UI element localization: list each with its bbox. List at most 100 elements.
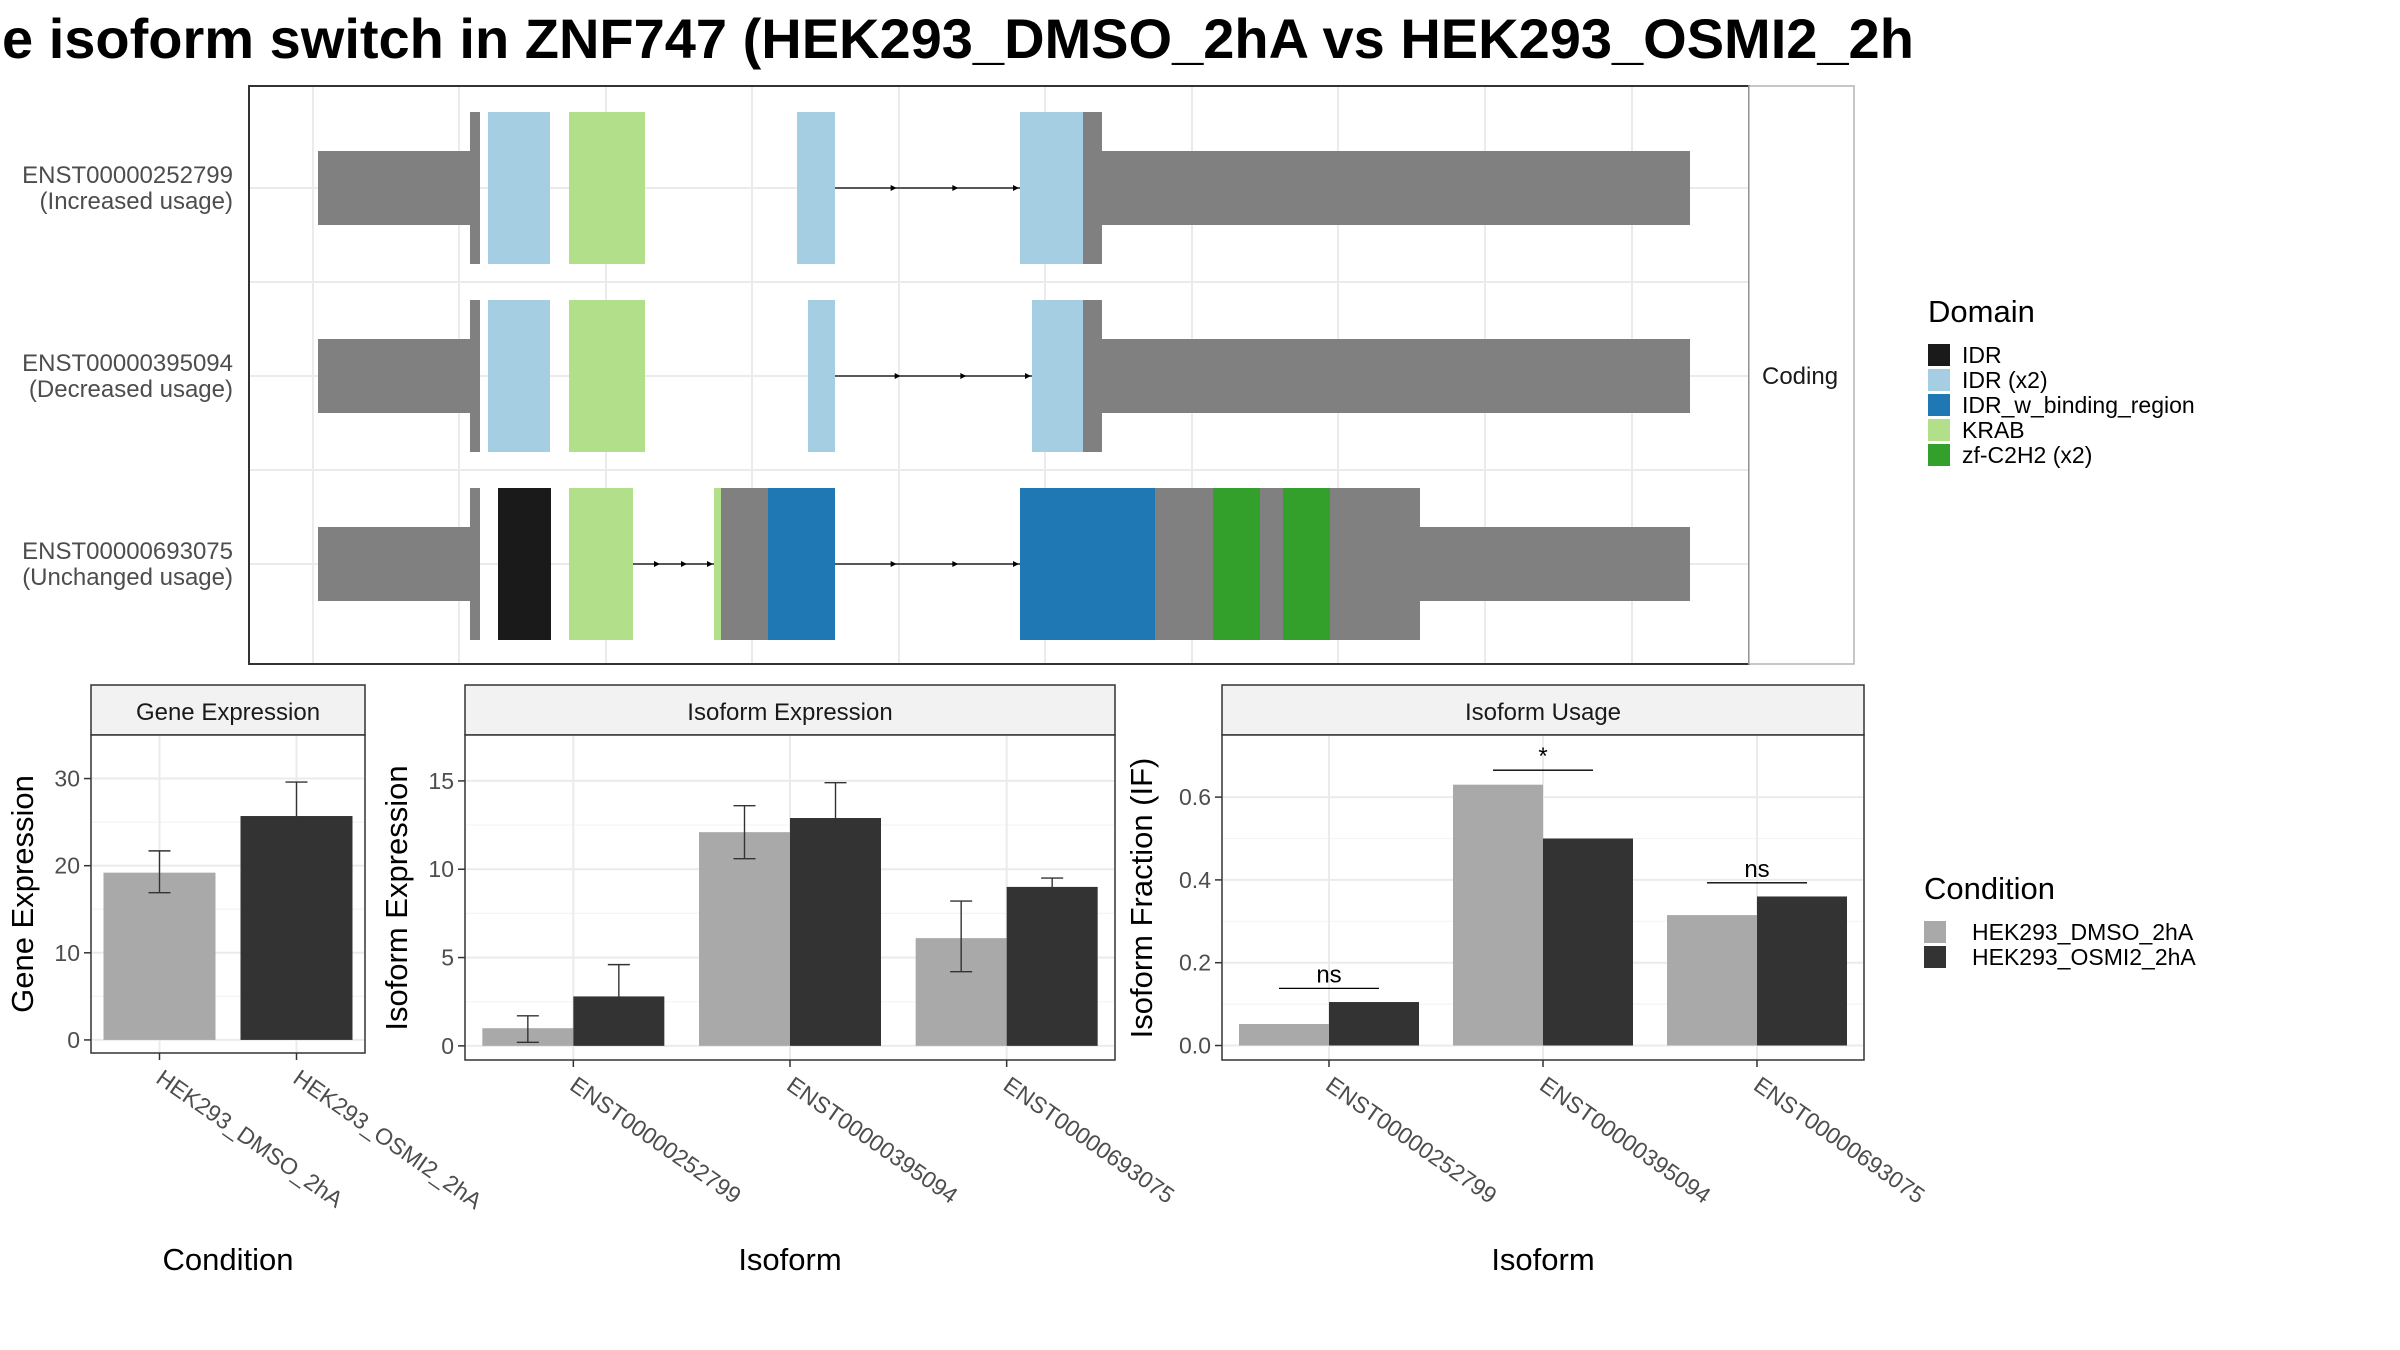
structure-intron-lines [633,185,1032,567]
utr-exon-r2-1 [318,339,470,413]
intron-arrow-r1-1-1 [890,185,897,191]
isoform-usage-y-ticks: 0.0 0.2 0.4 0.6 [1179,784,1222,1059]
condition-legend-title: Condition [1924,871,2055,906]
isoform-expression-panel: Isoform Expression 0 5 10 15 ENST0000025279… [379,684,1179,1277]
gene-expression-y-ticks: 0 10 20 30 [54,766,91,1053]
isoform-expression-x-ticks: ENST00000252799 ENST00000395094 ENST000006… [566,1060,1179,1209]
gene-expression-bar-hek293_dmso_2ha-s1 [103,872,216,1040]
figure-title: e isoform switch in ZNF747 (HEK293_DMSO_… [2,7,1914,70]
isoform-usage-bar-enst00000693075-s1 [1667,915,1757,1046]
isoform-label-2-usage: (Decreased usage) [29,376,233,403]
isoform-expression-bars [482,781,1098,1046]
isoform-usage-x-ticks: ENST00000252799 ENST00000395094 ENST000006… [1321,1060,1930,1209]
cds-exon-r1-1 [470,112,480,264]
legend-label-zf-c2h2: zf-C2H2 (x2) [1962,442,2092,468]
legend-label-dmso: HEK293_DMSO_2hA [1972,919,2194,945]
isoform-expression-ytick-label-3: 10 [428,856,454,882]
legend-swatch-zf-c2h2 [1928,444,1950,466]
gene-expression-ytick-label-3: 20 [54,853,80,879]
intron-arrow-r3-2-3 [1013,561,1019,567]
isoform-label-1-id: ENST00000252799 [22,162,233,189]
isoform-label-2-id: ENST00000395094 [22,350,233,377]
isoform-usage-xtick-label-3: ENST00000693075 [1749,1071,1929,1208]
gene-expression-ytick-label-2: 10 [54,940,80,966]
domain-idr-x2--r1-1 [488,112,550,264]
isoform-label-1-usage: (Increased usage) [40,188,233,215]
intron-arrow-r2-1-2 [960,373,967,379]
significance-label-1: ns [1316,961,1341,988]
intron-arrow-r1-1-2 [952,185,959,191]
isoform-expression-strip-title: Isoform Expression [687,699,892,726]
legend-label-idr-binding: IDR_w_binding_region [1962,392,2195,418]
legend-label-osmi2: HEK293_OSMI2_2hA [1972,944,2196,970]
transcript-structure-panel: Coding ENST00000252799 (Increased usage)… [22,85,1855,665]
isoform-usage-bar-enst00000252799-s2 [1329,1002,1419,1046]
isoform-usage-bar-enst00000252799-s1 [1239,1023,1329,1046]
isoform-expression-xtick-label-2: ENST00000395094 [782,1071,963,1208]
isoform-expression-bar-enst00000395094-s2 [790,818,881,1046]
isoform-usage-y-axis-title: Isoform Fraction (IF) [1124,758,1159,1039]
isoform-usage-strip-title: Isoform Usage [1465,699,1621,726]
gene-expression-ytick-label-1: 0 [67,1027,80,1053]
isoform-expression-ytick-label-1: 0 [441,1033,454,1059]
isoform-usage-strip [1221,684,1865,736]
isoform-usage-panel: Isoform Usage 0.0 0.2 0.4 0.6 ENST000002527… [1124,684,1930,1277]
intron-arrow-r3-2-2 [952,561,959,567]
domain-idr-w-binding-region-r3-4 [768,488,835,640]
isoform-label-3-usage: (Unchanged usage) [22,564,233,591]
gene-expression-y-axis-title: Gene Expression [5,775,40,1013]
legend-label-idr-x2: IDR (x2) [1962,367,2048,393]
structure-exons-domains [318,112,1690,640]
significance-label-3: ns [1744,856,1769,883]
gene-expression-ytick-label-4: 30 [54,766,80,792]
isoform-usage-bars [1239,784,1847,1046]
isoform-expression-y-axis-title: Isoform Expression [379,765,414,1030]
legend-label-krab: KRAB [1962,417,2025,443]
domain-legend: Domain IDR IDR (x2) IDR_w_binding_region… [1928,294,2195,468]
isoform-usage-ytick-label-1: 0.0 [1179,1033,1211,1059]
intron-arrow-r2-1-1 [894,373,901,379]
legend-swatch-idr [1928,344,1950,366]
intron-arrow-r3-1-3 [707,561,713,567]
gene-expression-x-axis-title: Condition [163,1242,294,1277]
isoform-expression-ytick-label-2: 5 [441,945,454,971]
facet-label-coding: Coding [1762,363,1838,390]
isoform-label-3-id: ENST00000693075 [22,538,233,565]
domain-idr-w-binding-region-r3-5 [1020,488,1155,640]
intron-arrow-r3-2-1 [890,561,897,567]
isoform-expression-bar-enst00000693075-s2 [1006,886,1098,1046]
utr-exon-r3-2 [1420,527,1690,601]
gene-expression-panel: Gene Expression 0 10 20 30 HEK293_DMSO_2hAH… [5,684,487,1277]
domain-idr-x2--r2-3 [808,300,835,452]
isoform-usage-bar-enst00000693075-s2 [1757,896,1847,1046]
legend-label-idr: IDR [1962,342,2002,368]
facet-strip [1748,85,1855,665]
condition-legend: Condition HEK293_DMSO_2hA HEK293_OSMI2_2… [1924,871,2196,970]
isoform-usage-xtick-label-1: ENST00000252799 [1321,1071,1501,1208]
domain-krab-r1-2 [569,112,645,264]
gene-expression-bar-hek293_osmi2_2ha-s1 [240,816,353,1040]
domain-krab-r3-3 [714,488,721,640]
intron-arrow-r2-1-3 [1025,373,1031,379]
utr-exon-r1-1 [318,151,470,225]
isoform-usage-ytick-label-3: 0.4 [1179,867,1211,893]
domain-idr-r3-1 [498,488,551,640]
isoform-usage-bar-enst00000395094-s2 [1543,838,1633,1046]
domain-idr-x2--r2-4 [1032,300,1083,452]
legend-swatch-krab [1928,419,1950,441]
intron-arrow-r3-1-1 [654,561,660,567]
utr-exon-r1-2 [1102,151,1690,225]
utr-exon-r2-2 [1102,339,1690,413]
utr-exon-r3-1 [318,527,470,601]
domain-krab-r3-2 [569,488,633,640]
isoform-usage-ytick-label-4: 0.6 [1179,784,1211,810]
significance-label-2: * [1538,743,1547,770]
domain-idr-x2--r1-3 [797,112,835,264]
isoform-expression-y-ticks: 0 5 10 15 [428,768,465,1059]
isoform-expression-xtick-label-3: ENST00000693075 [999,1071,1179,1208]
gene-expression-bars [103,781,353,1040]
domain-legend-title: Domain [1928,294,2035,329]
intron-arrow-r1-1-3 [1013,185,1019,191]
legend-swatch-idr-binding [1928,394,1950,416]
